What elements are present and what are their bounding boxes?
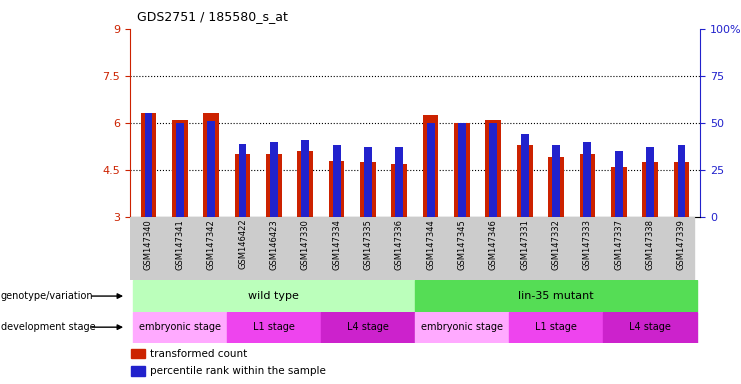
Text: GSM147335: GSM147335 — [363, 219, 373, 270]
Text: GSM147330: GSM147330 — [301, 219, 310, 270]
Bar — [176, 123, 184, 217]
Text: GSM147333: GSM147333 — [583, 219, 592, 270]
Text: GSM147332: GSM147332 — [551, 219, 560, 270]
Bar — [642, 162, 658, 217]
Bar — [270, 142, 278, 217]
Text: GSM147336: GSM147336 — [395, 219, 404, 270]
Bar — [141, 114, 156, 217]
Text: GSM147338: GSM147338 — [645, 219, 654, 270]
Bar — [548, 157, 564, 217]
Text: GSM147342: GSM147342 — [207, 219, 216, 270]
Text: genotype/variation: genotype/variation — [1, 291, 93, 301]
Bar — [235, 154, 250, 217]
Bar — [203, 114, 219, 217]
Bar — [509, 312, 603, 343]
Text: L4 stage: L4 stage — [347, 322, 389, 332]
Text: embryonic stage: embryonic stage — [139, 322, 221, 332]
Text: GSM147339: GSM147339 — [677, 219, 686, 270]
Text: L4 stage: L4 stage — [629, 322, 671, 332]
Text: wild type: wild type — [248, 291, 299, 301]
Bar — [674, 162, 689, 217]
Text: GSM147340: GSM147340 — [144, 219, 153, 270]
Bar — [172, 120, 187, 217]
Text: GDS2751 / 185580_s_at: GDS2751 / 185580_s_at — [137, 10, 288, 23]
Text: GSM147344: GSM147344 — [426, 219, 435, 270]
Bar — [131, 349, 144, 358]
Text: development stage: development stage — [1, 322, 96, 332]
Bar — [207, 121, 215, 217]
Bar — [611, 167, 627, 217]
Bar — [583, 142, 591, 217]
Text: lin-35 mutant: lin-35 mutant — [518, 291, 594, 301]
Bar — [333, 146, 341, 217]
Bar — [423, 115, 439, 217]
Bar — [364, 147, 372, 217]
Bar — [396, 147, 403, 217]
Text: transformed count: transformed count — [150, 349, 247, 359]
Bar — [521, 134, 528, 217]
Bar — [391, 164, 407, 217]
Text: GSM147345: GSM147345 — [457, 219, 467, 270]
Text: GSM147334: GSM147334 — [332, 219, 341, 270]
Bar — [321, 312, 415, 343]
Bar — [329, 161, 345, 217]
Bar — [646, 147, 654, 217]
Bar — [131, 366, 144, 376]
Bar — [454, 123, 470, 217]
Bar — [615, 151, 622, 217]
Bar — [579, 154, 595, 217]
Bar — [603, 312, 697, 343]
Bar — [239, 144, 247, 217]
Bar — [297, 151, 313, 217]
Bar — [458, 123, 466, 217]
Text: GSM146422: GSM146422 — [238, 219, 247, 270]
Bar — [427, 123, 434, 217]
Text: GSM147341: GSM147341 — [176, 219, 185, 270]
Text: GSM147337: GSM147337 — [614, 219, 623, 270]
Text: percentile rank within the sample: percentile rank within the sample — [150, 366, 325, 376]
Bar — [360, 162, 376, 217]
Text: GSM147346: GSM147346 — [489, 219, 498, 270]
Bar — [302, 140, 309, 217]
Bar — [144, 114, 153, 217]
Bar — [266, 154, 282, 217]
Bar — [489, 123, 497, 217]
Bar — [133, 312, 227, 343]
Bar — [677, 146, 685, 217]
Bar — [516, 145, 533, 217]
Bar — [227, 312, 321, 343]
Text: GSM147331: GSM147331 — [520, 219, 529, 270]
Bar — [415, 312, 509, 343]
Text: GSM146423: GSM146423 — [270, 219, 279, 270]
Text: L1 stage: L1 stage — [535, 322, 577, 332]
Bar — [485, 120, 501, 217]
Text: L1 stage: L1 stage — [253, 322, 295, 332]
Bar — [552, 146, 560, 217]
Text: embryonic stage: embryonic stage — [421, 322, 503, 332]
Bar — [415, 280, 697, 312]
Bar — [133, 280, 415, 312]
